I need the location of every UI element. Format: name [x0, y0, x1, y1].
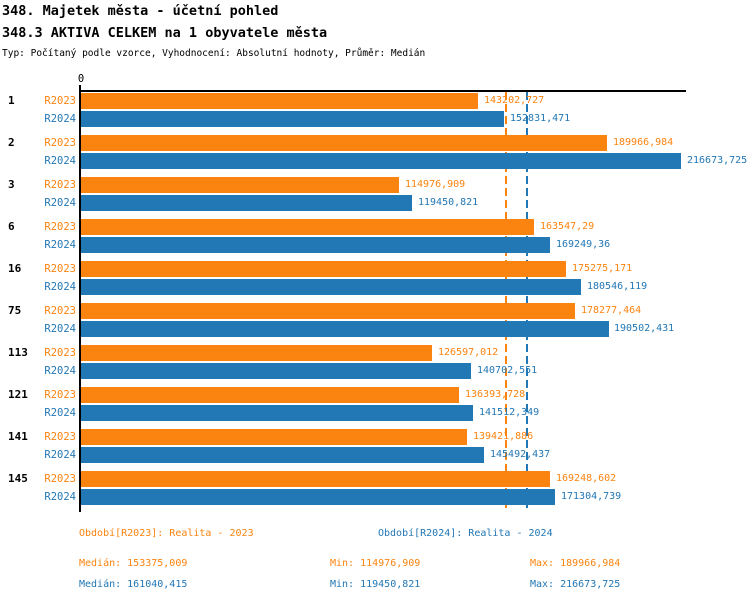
median-line-2024 — [525, 92, 528, 512]
category-label: 2 — [8, 136, 15, 149]
series-label-r2023: R2023 — [44, 221, 76, 233]
value-label-r2024: 171304,739 — [561, 491, 622, 502]
category-label: 16 — [8, 262, 22, 275]
bar-r2024 — [81, 237, 550, 253]
value-label-r2023: 126597,012 — [438, 347, 499, 358]
series-label-r2024: R2024 — [44, 239, 76, 251]
bar-r2024 — [81, 279, 581, 295]
stat-min-2023: Min: 114976,909 — [330, 558, 421, 569]
bar-r2024 — [81, 489, 556, 505]
series-label-r2024: R2024 — [44, 113, 76, 125]
bar-r2024 — [81, 321, 609, 337]
indicator-title: 348.3 AKTIVA CELKEM na 1 obyvatele města — [2, 25, 328, 41]
bar-r2023 — [81, 261, 567, 277]
stat-min-2024: Min: 119450,821 — [330, 579, 421, 590]
bar-r2023 — [81, 177, 400, 193]
legend-period-2023: Období[R2023]: Realita - 2023 — [79, 528, 254, 539]
series-label-r2024: R2024 — [44, 197, 76, 209]
bar-r2024 — [81, 447, 484, 463]
value-label-r2024: 145492,437 — [490, 449, 551, 460]
series-label-r2023: R2023 — [44, 347, 76, 359]
bar-r2023 — [81, 429, 467, 445]
stat-max-2024: Max: 216673,725 — [530, 579, 621, 590]
chart-meta-line: Typ: Počítaný podle vzorce, Vyhodnocení:… — [2, 48, 426, 59]
bar-r2024 — [81, 111, 505, 127]
bar-r2023 — [81, 345, 432, 361]
value-label-r2024: 140702,551 — [477, 365, 538, 376]
value-label-r2023: 143202,727 — [484, 95, 545, 106]
category-label: 121 — [8, 388, 28, 401]
value-label-r2024: 152831,471 — [510, 113, 571, 124]
report-title: 348. Majetek města - účetní pohled — [2, 3, 279, 19]
value-label-r2023: 178277,464 — [581, 305, 642, 316]
category-label: 113 — [8, 346, 28, 359]
bar-r2023 — [81, 219, 534, 235]
series-label-r2024: R2024 — [44, 323, 76, 335]
median-line-2023 — [504, 92, 507, 512]
series-label-r2023: R2023 — [44, 431, 76, 443]
bar-r2024 — [81, 405, 473, 421]
series-label-r2024: R2024 — [44, 491, 76, 503]
x-axis-line — [79, 90, 686, 92]
value-label-r2023: 163547,29 — [540, 221, 595, 232]
value-label-r2024: 180546,119 — [587, 281, 648, 292]
category-label: 3 — [8, 178, 15, 191]
value-label-r2024: 169249,36 — [556, 239, 611, 250]
value-label-r2024: 190502,431 — [614, 323, 675, 334]
value-label-r2023: 169248,602 — [556, 473, 617, 484]
series-label-r2023: R2023 — [44, 263, 76, 275]
stat-max-2023: Max: 189966,984 — [530, 558, 621, 569]
axis-zero-label: 0 — [77, 73, 85, 85]
value-label-r2024: 216673,725 — [687, 155, 748, 166]
legend-period-2024: Období[R2024]: Realita - 2024 — [378, 528, 553, 539]
value-label-r2023: 114976,909 — [405, 179, 466, 190]
value-label-r2023: 175275,171 — [572, 263, 633, 274]
value-label-r2023: 139421,886 — [473, 431, 534, 442]
series-label-r2024: R2024 — [44, 281, 76, 293]
bar-r2023 — [81, 471, 550, 487]
series-label-r2024: R2024 — [44, 365, 76, 377]
value-label-r2024: 141512,349 — [479, 407, 540, 418]
series-label-r2023: R2023 — [44, 179, 76, 191]
series-label-r2023: R2023 — [44, 473, 76, 485]
bar-r2024 — [81, 363, 471, 379]
bar-r2023 — [81, 135, 607, 151]
series-label-r2024: R2024 — [44, 155, 76, 167]
category-label: 141 — [8, 430, 28, 443]
category-label: 75 — [8, 304, 22, 317]
series-label-r2023: R2023 — [44, 137, 76, 149]
series-label-r2023: R2023 — [44, 305, 76, 317]
bar-r2023 — [81, 387, 459, 403]
category-label: 6 — [8, 220, 15, 233]
series-label-r2023: R2023 — [44, 95, 76, 107]
bar-r2023 — [81, 303, 575, 319]
value-label-r2024: 119450,821 — [418, 197, 479, 208]
bar-r2024 — [81, 153, 681, 169]
category-label: 1 — [8, 94, 15, 107]
series-label-r2023: R2023 — [44, 389, 76, 401]
stat-median-2024: Medián: 161040,415 — [79, 579, 188, 590]
bar-r2024 — [81, 195, 412, 211]
series-label-r2024: R2024 — [44, 449, 76, 461]
category-label: 145 — [8, 472, 28, 485]
value-label-r2023: 189966,984 — [613, 137, 674, 148]
y-axis-line — [79, 85, 81, 512]
bar-r2023 — [81, 93, 478, 109]
series-label-r2024: R2024 — [44, 407, 76, 419]
value-label-r2023: 136393,728 — [465, 389, 526, 400]
stat-median-2023: Medián: 153375,009 — [79, 558, 188, 569]
